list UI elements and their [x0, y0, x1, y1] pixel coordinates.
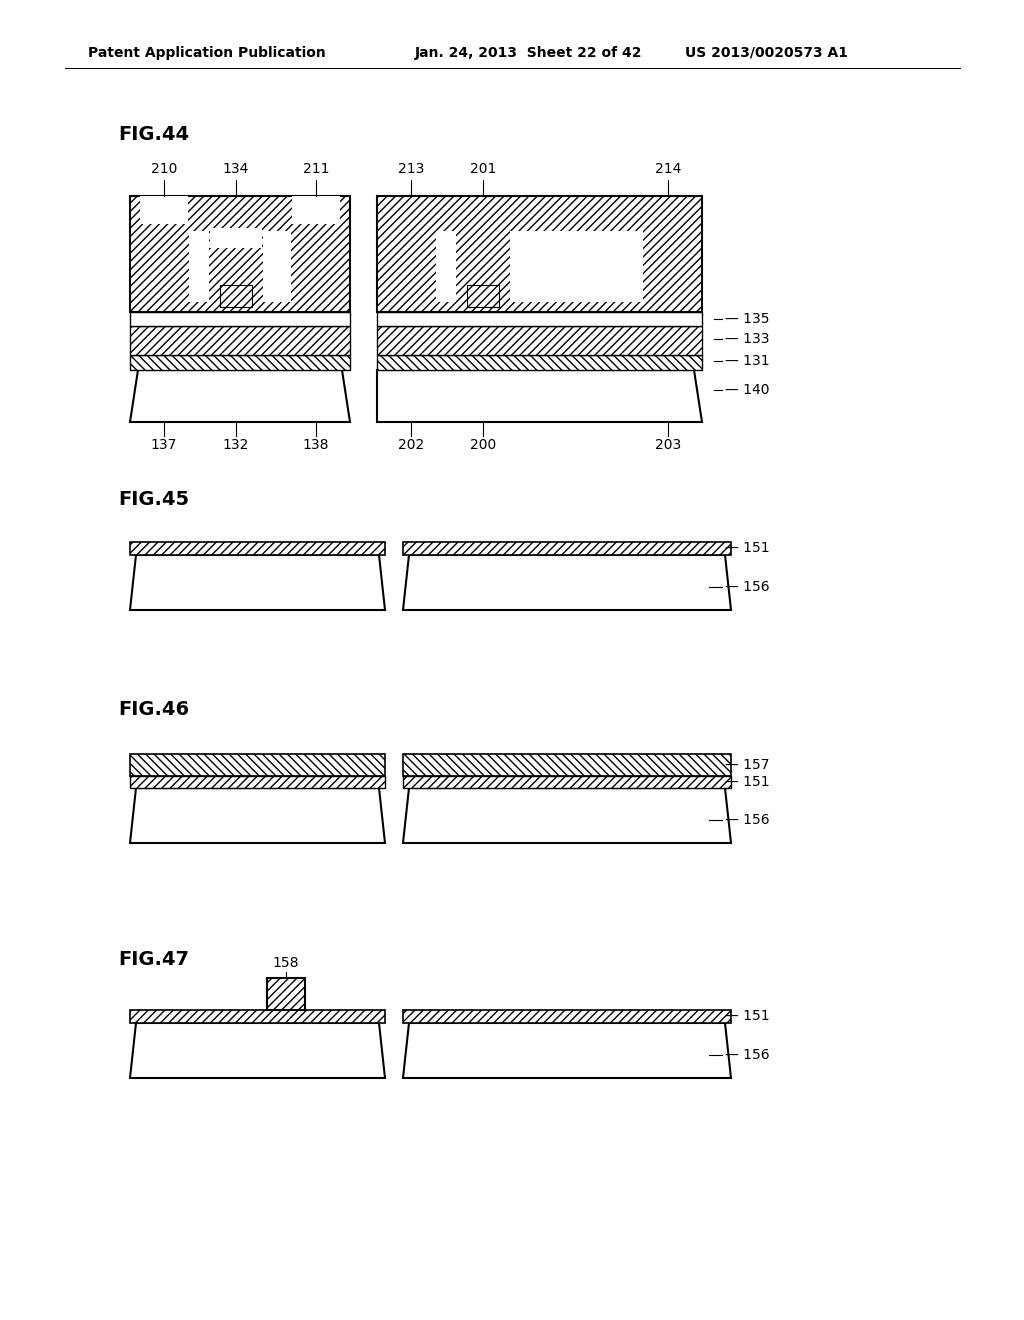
Text: 137: 137 — [151, 438, 177, 451]
Bar — [510, 231, 643, 302]
Text: — 140: — 140 — [725, 383, 769, 397]
PathPatch shape — [403, 554, 731, 610]
PathPatch shape — [403, 788, 731, 843]
PathPatch shape — [403, 1023, 731, 1078]
PathPatch shape — [130, 554, 385, 610]
Text: 132: 132 — [223, 438, 249, 451]
Text: Patent Application Publication: Patent Application Publication — [88, 46, 326, 59]
PathPatch shape — [130, 1023, 385, 1078]
PathPatch shape — [130, 370, 350, 422]
Text: — 156: — 156 — [725, 579, 770, 594]
Bar — [130, 312, 350, 326]
Bar — [263, 231, 291, 302]
Text: 200: 200 — [470, 438, 496, 451]
Bar — [403, 754, 731, 776]
Bar — [403, 1010, 731, 1023]
Text: 203: 203 — [655, 438, 681, 451]
Bar — [130, 355, 350, 370]
Text: Jan. 24, 2013  Sheet 22 of 42: Jan. 24, 2013 Sheet 22 of 42 — [415, 46, 642, 59]
Bar — [140, 195, 188, 224]
Text: — 135: — 135 — [725, 312, 769, 326]
Bar — [130, 1010, 385, 1023]
Text: — 151: — 151 — [725, 1008, 770, 1023]
Bar — [436, 231, 456, 302]
Bar — [467, 285, 499, 308]
Bar — [130, 195, 350, 312]
Bar — [130, 543, 385, 554]
Text: — 151: — 151 — [725, 775, 770, 789]
Text: 201: 201 — [470, 162, 497, 176]
Bar — [130, 326, 350, 355]
Bar — [267, 978, 305, 1010]
Text: — 151: — 151 — [725, 541, 770, 554]
Text: 210: 210 — [151, 162, 177, 176]
Bar — [130, 776, 385, 788]
Bar — [220, 285, 252, 308]
Text: — 133: — 133 — [725, 333, 769, 346]
Bar — [130, 754, 385, 776]
Text: 211: 211 — [303, 162, 330, 176]
Text: 134: 134 — [223, 162, 249, 176]
Bar — [403, 776, 731, 788]
Text: FIG.47: FIG.47 — [118, 950, 189, 969]
Text: 158: 158 — [272, 956, 299, 970]
Text: US 2013/0020573 A1: US 2013/0020573 A1 — [685, 46, 848, 59]
Bar — [377, 312, 702, 326]
Bar — [377, 355, 702, 370]
Text: 202: 202 — [398, 438, 424, 451]
Text: — 156: — 156 — [725, 1048, 770, 1063]
Bar — [377, 195, 702, 312]
Bar — [403, 543, 731, 554]
Text: — 131: — 131 — [725, 354, 770, 368]
PathPatch shape — [377, 370, 702, 422]
PathPatch shape — [130, 788, 385, 843]
Text: 213: 213 — [397, 162, 424, 176]
Text: — 157: — 157 — [725, 758, 769, 772]
Bar — [189, 231, 209, 302]
Bar — [377, 326, 702, 355]
Text: 214: 214 — [654, 162, 681, 176]
Text: FIG.45: FIG.45 — [118, 490, 189, 510]
Text: FIG.44: FIG.44 — [118, 125, 189, 144]
Bar — [210, 228, 262, 248]
Text: — 156: — 156 — [725, 813, 770, 828]
Text: FIG.46: FIG.46 — [118, 700, 189, 719]
Bar — [292, 195, 340, 224]
Text: 138: 138 — [303, 438, 330, 451]
